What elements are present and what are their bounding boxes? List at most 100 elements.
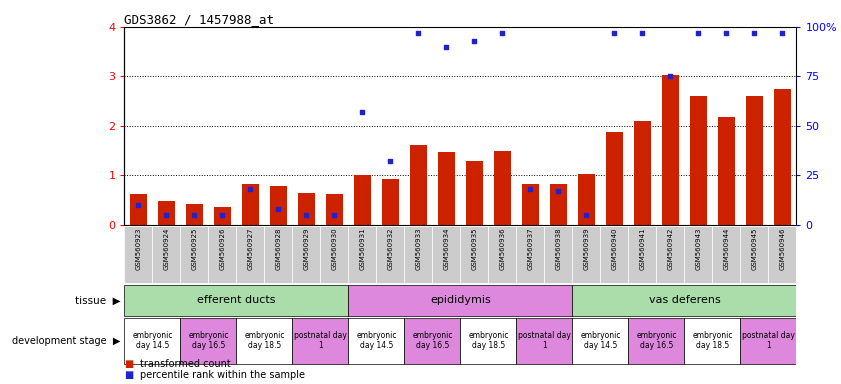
FancyBboxPatch shape (685, 226, 712, 283)
FancyBboxPatch shape (124, 285, 348, 316)
FancyBboxPatch shape (657, 226, 685, 283)
Point (636, 30, 649, 36)
Text: GDS3862 / 1457988_at: GDS3862 / 1457988_at (124, 13, 274, 26)
Text: GSM560944: GSM560944 (723, 228, 729, 270)
Point (328, 212, 341, 218)
FancyBboxPatch shape (236, 226, 264, 283)
Bar (130, 194, 147, 225)
FancyBboxPatch shape (489, 226, 516, 283)
FancyBboxPatch shape (628, 318, 685, 364)
Point (664, 73, 677, 79)
Point (188, 212, 201, 218)
Text: development stage  ▶: development stage ▶ (12, 336, 120, 346)
Bar (690, 96, 706, 225)
Text: GSM560937: GSM560937 (527, 228, 533, 270)
Text: tissue  ▶: tissue ▶ (75, 295, 120, 306)
FancyBboxPatch shape (377, 226, 405, 283)
Point (412, 30, 426, 36)
FancyBboxPatch shape (461, 318, 516, 364)
Point (579, 212, 593, 218)
Point (356, 109, 369, 115)
FancyBboxPatch shape (181, 226, 209, 283)
Bar (186, 204, 203, 225)
Point (160, 212, 173, 218)
Bar (438, 152, 455, 225)
Bar (774, 89, 791, 225)
Text: vas deferens: vas deferens (648, 295, 720, 306)
Text: embryonic
day 16.5: embryonic day 16.5 (636, 331, 677, 351)
Text: GSM560923: GSM560923 (135, 228, 141, 270)
Point (440, 44, 453, 50)
Point (720, 30, 733, 36)
FancyBboxPatch shape (152, 226, 181, 283)
Point (524, 186, 537, 192)
FancyBboxPatch shape (264, 226, 293, 283)
FancyBboxPatch shape (181, 318, 236, 364)
Bar (410, 144, 427, 225)
FancyBboxPatch shape (348, 285, 573, 316)
FancyBboxPatch shape (628, 226, 657, 283)
Bar (662, 75, 679, 225)
Text: embryonic
day 16.5: embryonic day 16.5 (188, 331, 229, 351)
Point (775, 30, 789, 36)
Point (299, 212, 313, 218)
Text: ■: ■ (124, 370, 134, 380)
Point (216, 212, 230, 218)
Point (383, 158, 397, 164)
FancyBboxPatch shape (348, 318, 405, 364)
Text: embryonic
day 18.5: embryonic day 18.5 (692, 331, 733, 351)
FancyBboxPatch shape (516, 318, 573, 364)
Text: GSM560936: GSM560936 (500, 228, 505, 270)
FancyBboxPatch shape (293, 318, 348, 364)
Point (608, 30, 621, 36)
Text: embryonic
day 14.5: embryonic day 14.5 (357, 331, 397, 351)
FancyBboxPatch shape (461, 226, 489, 283)
Text: postnatal day
1: postnatal day 1 (294, 331, 346, 351)
Text: GSM560926: GSM560926 (220, 228, 225, 270)
Bar (326, 194, 343, 225)
FancyBboxPatch shape (405, 318, 461, 364)
Text: GSM560925: GSM560925 (192, 228, 198, 270)
Text: GSM560939: GSM560939 (584, 228, 590, 270)
Text: GSM560924: GSM560924 (163, 228, 170, 270)
FancyBboxPatch shape (712, 226, 740, 283)
Text: percentile rank within the sample: percentile rank within the sample (140, 370, 304, 380)
Bar (606, 132, 623, 225)
Text: postnatal day
1: postnatal day 1 (518, 331, 571, 351)
FancyBboxPatch shape (769, 226, 796, 283)
Text: GSM560932: GSM560932 (388, 228, 394, 270)
Text: embryonic
day 18.5: embryonic day 18.5 (244, 331, 285, 351)
FancyBboxPatch shape (432, 226, 461, 283)
Bar (746, 96, 763, 225)
FancyBboxPatch shape (124, 226, 152, 283)
FancyBboxPatch shape (573, 285, 796, 316)
Text: embryonic
day 18.5: embryonic day 18.5 (468, 331, 509, 351)
FancyBboxPatch shape (405, 226, 432, 283)
FancyBboxPatch shape (124, 318, 181, 364)
FancyBboxPatch shape (209, 226, 236, 283)
Text: ■: ■ (124, 359, 134, 369)
Point (691, 30, 705, 36)
Text: GSM560945: GSM560945 (751, 228, 758, 270)
Bar (634, 121, 651, 225)
Point (552, 188, 565, 194)
Point (748, 30, 761, 36)
FancyBboxPatch shape (293, 226, 320, 283)
FancyBboxPatch shape (544, 226, 573, 283)
Bar (466, 161, 483, 225)
Text: GSM560927: GSM560927 (247, 228, 253, 270)
Bar (718, 117, 735, 225)
Bar (298, 192, 315, 225)
Text: epididymis: epididymis (430, 295, 491, 306)
Text: transformed count: transformed count (140, 359, 230, 369)
Bar (242, 184, 259, 225)
Text: embryonic
day 14.5: embryonic day 14.5 (132, 331, 172, 351)
Bar (522, 184, 539, 225)
Point (272, 206, 285, 212)
Text: GSM560938: GSM560938 (555, 228, 562, 270)
FancyBboxPatch shape (320, 226, 348, 283)
Bar (382, 179, 399, 225)
Bar (550, 184, 567, 225)
Text: embryonic
day 16.5: embryonic day 16.5 (412, 331, 452, 351)
Text: GSM560946: GSM560946 (780, 228, 785, 270)
